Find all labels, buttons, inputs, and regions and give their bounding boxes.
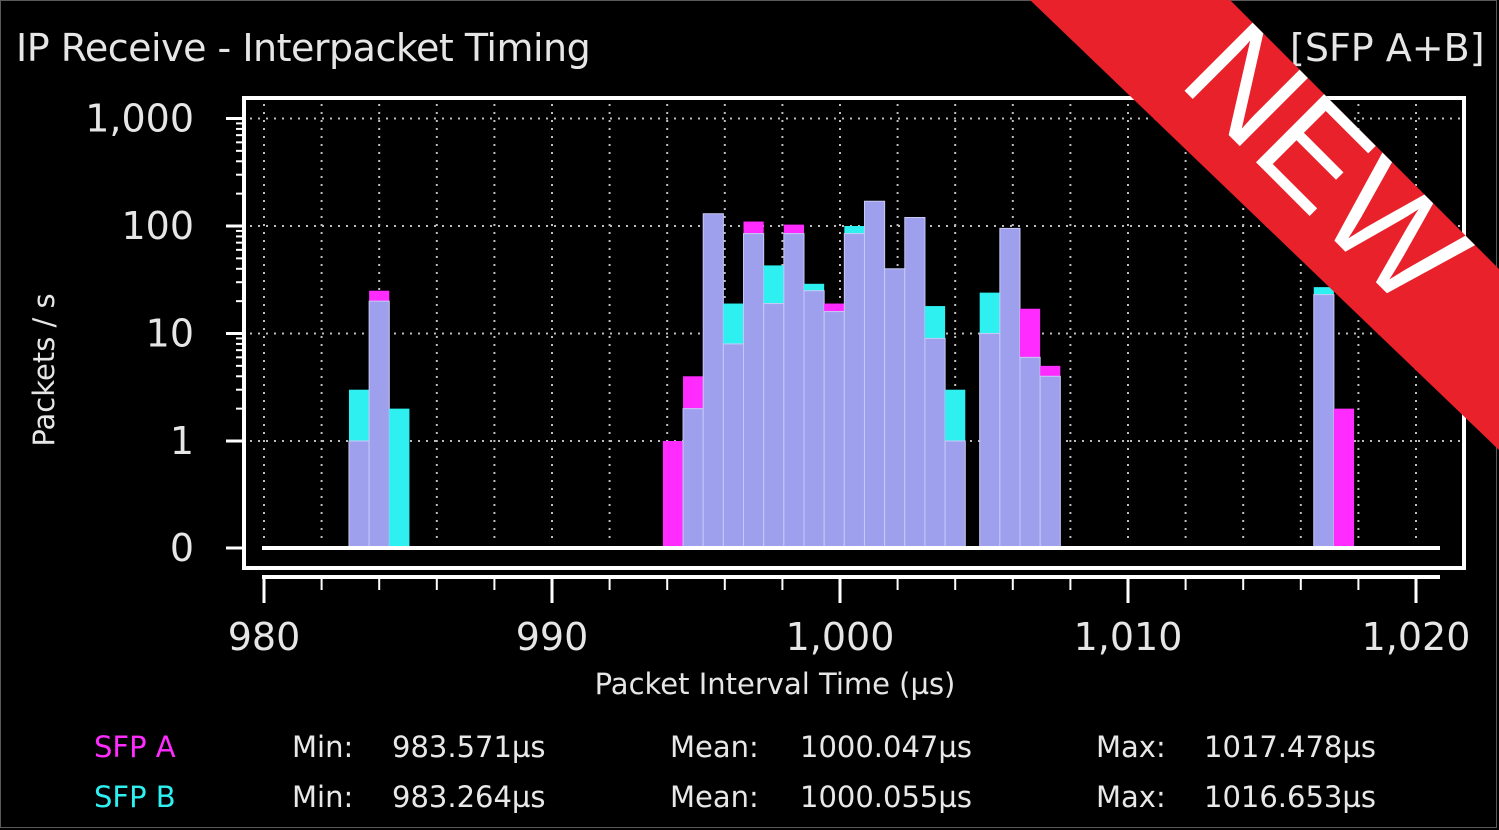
sfp-a-mean-value: 1000.047µs — [800, 730, 972, 764]
new-ribbon — [1030, 0, 1499, 450]
y-tick-label: 10 — [146, 312, 194, 356]
legend-sfp-a: SFP A — [94, 730, 176, 764]
sfp-b-max-value: 1016.653µs — [1204, 780, 1376, 814]
x-tick-label: 1,020 — [1362, 615, 1471, 659]
sfp-a-min-label: Min: — [292, 730, 354, 764]
bar-top-segment — [389, 408, 410, 548]
y-ticks: 0 1 10 100 1,000 — [85, 97, 244, 570]
sfp-b-min-value: 983.264µs — [392, 780, 546, 814]
sfp-b-mean-label: Mean: — [670, 780, 759, 814]
bar-top-segment — [1333, 408, 1355, 548]
legend-sfp-b: SFP B — [94, 780, 176, 814]
x-axis-label: Packet Interval Time (µs) — [595, 667, 956, 701]
x-tick-label: 1,000 — [786, 615, 895, 659]
x-tick-label: 980 — [228, 615, 301, 659]
x-ticks: 980 990 1,000 1,010 1,020 — [228, 577, 1471, 659]
chart-title: IP Receive - Interpacket Timing — [16, 26, 591, 70]
x-tick-label: 1,010 — [1074, 615, 1183, 659]
sfp-b-min-label: Min: — [292, 780, 354, 814]
sfp-a-mean-label: Mean: — [670, 730, 759, 764]
y-tick-label: 100 — [121, 204, 194, 248]
stream-selector-label[interactable]: [SFP A+B] — [1290, 26, 1485, 70]
sfp-a-max-label: Max: — [1096, 730, 1166, 764]
y-tick-label: 1 — [170, 419, 194, 463]
sfp-b-mean-value: 1000.055µs — [800, 780, 972, 814]
sfp-a-min-value: 983.571µs — [392, 730, 546, 764]
bars — [348, 200, 1355, 549]
sfp-b-max-label: Max: — [1096, 780, 1166, 814]
sfp-a-max-value: 1017.478µs — [1204, 730, 1376, 764]
y-tick-label: 0 — [170, 526, 194, 570]
bar-top-segment — [662, 441, 684, 548]
x-tick-label: 990 — [516, 615, 589, 659]
y-axis-label: Packets / s — [27, 293, 61, 446]
y-tick-label: 1,000 — [85, 97, 194, 141]
